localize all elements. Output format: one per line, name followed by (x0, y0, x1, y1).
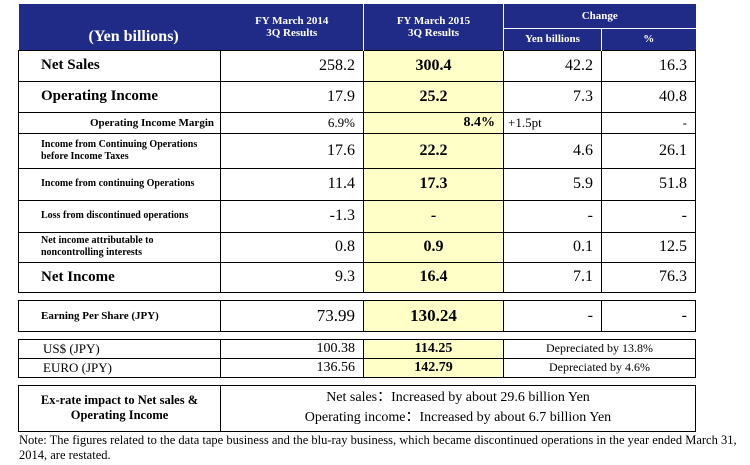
value-fy2015: 300.4 (363, 49, 504, 82)
value-fy2014: 11.4 (220, 167, 364, 201)
change-pct: - (601, 111, 696, 134)
value-fy2015: - (363, 199, 504, 233)
row-income-before-taxes: Income from Continuing Operations before… (18, 132, 696, 169)
row-noncontrolling: Net income attributable to noncontrollin… (18, 231, 696, 263)
change-text: Depreciated by 13.8% (503, 338, 696, 359)
row-label: Income from continuing Operations (18, 167, 221, 201)
row-label: Net Income (18, 261, 221, 293)
value-fy2014: 17.9 (220, 80, 364, 113)
change-pct: 51.8 (601, 167, 696, 201)
row-euro: EURO (JPY) 136.56 142.79 Depreciated by … (18, 357, 696, 378)
value-fy2015: 0.9 (363, 231, 504, 263)
row-label: Income from Continuing Operations before… (18, 132, 221, 169)
row-eps: Earning Per Share (JPY) 73.99 130.24 - - (18, 299, 696, 332)
units-caption: (Yen billions) (18, 4, 221, 50)
row-operating-margin: Operating Income Margin 6.9% 8.4% +1.5pt… (18, 111, 696, 134)
value-fy2015: 142.79 (363, 357, 504, 378)
change-yen: 7.3 (503, 80, 602, 113)
row-exrate-impact: Ex-rate impact to Net sales & Operating … (18, 384, 696, 432)
col-header-yen-billions: Yen billions (503, 28, 602, 50)
change-pct: 12.5 (601, 231, 696, 263)
value-fy2014: -1.3 (220, 199, 364, 233)
row-net-sales: Net Sales 258.2 300.4 42.2 16.3 (18, 49, 696, 82)
value-fy2015: 25.2 (363, 80, 504, 113)
financial-results-table: (Yen billions) FY March 2014 3Q Results F… (18, 4, 696, 432)
change-pct: 26.1 (601, 132, 696, 169)
change-pct: - (601, 199, 696, 233)
value-fy2015: 114.25 (363, 338, 504, 359)
row-label: Operating Income Margin (18, 111, 221, 134)
col-header-fy2015: FY March 2015 3Q Results (363, 4, 504, 50)
value-fy2014: 100.38 (220, 338, 364, 359)
change-pct: 76.3 (601, 261, 696, 293)
change-yen: 5.9 (503, 167, 602, 201)
change-yen: 7.1 (503, 261, 602, 293)
value-fy2015: 8.4% (363, 111, 504, 134)
row-usd: US$ (JPY) 100.38 114.25 Depreciated by 1… (18, 338, 696, 359)
row-net-income: Net Income 9.3 16.4 7.1 76.3 (18, 261, 696, 293)
row-operating-income: Operating Income 17.9 25.2 7.3 40.8 (18, 80, 696, 113)
row-label: US$ (JPY) (18, 338, 221, 359)
value-fy2014: 6.9% (220, 111, 364, 134)
value-fy2014: 17.6 (220, 132, 364, 169)
change-pct: 40.8 (601, 80, 696, 113)
exrate-net-sales: Net sales：Increased by about 29.6 billio… (326, 390, 590, 405)
row-label: Loss from discontinued operations (18, 199, 221, 233)
row-label: Operating Income (18, 80, 221, 113)
value-fy2015: 17.3 (363, 167, 504, 201)
change-pct: 16.3 (601, 49, 696, 82)
row-label: Net Sales (18, 49, 221, 82)
change-yen: - (503, 199, 602, 233)
value-fy2015: 22.2 (363, 132, 504, 169)
value-fy2015: 16.4 (363, 261, 504, 293)
col-header-fy2014: FY March 2014 3Q Results (220, 4, 364, 50)
change-text: Depreciated by 4.6% (503, 357, 696, 378)
value-fy2014: 9.3 (220, 261, 364, 293)
row-income-continuing: Income from continuing Operations 11.4 1… (18, 167, 696, 201)
row-label: Net income attributable to noncontrollin… (18, 231, 221, 263)
value-fy2014: 136.56 (220, 357, 364, 378)
change-yen: +1.5pt (503, 111, 602, 134)
change-yen: 4.6 (503, 132, 602, 169)
exrate-label: Ex-rate impact to Net sales & Operating … (18, 384, 221, 432)
row-label: Earning Per Share (JPY) (18, 299, 221, 332)
col-header-change: Change (503, 4, 696, 29)
change-yen: 0.1 (503, 231, 602, 263)
value-fy2014: 73.99 (220, 299, 364, 332)
footnote: Note: The figures related to the data ta… (19, 433, 737, 462)
exrate-operating-income: Operating income：Increased by about 6.7 … (304, 410, 612, 425)
value-fy2014: 0.8 (220, 231, 364, 263)
row-loss-discontinued: Loss from discontinued operations -1.3 -… (18, 199, 696, 233)
exrate-text: Net sales：Increased by about 29.6 billio… (220, 384, 696, 432)
row-label: EURO (JPY) (18, 357, 221, 378)
col-header-percent: % (601, 28, 696, 50)
value-fy2014: 258.2 (220, 49, 364, 82)
value-fy2015: 130.24 (363, 299, 504, 332)
change-yen: 42.2 (503, 49, 602, 82)
change-pct: - (601, 299, 696, 332)
change-yen: - (503, 299, 602, 332)
